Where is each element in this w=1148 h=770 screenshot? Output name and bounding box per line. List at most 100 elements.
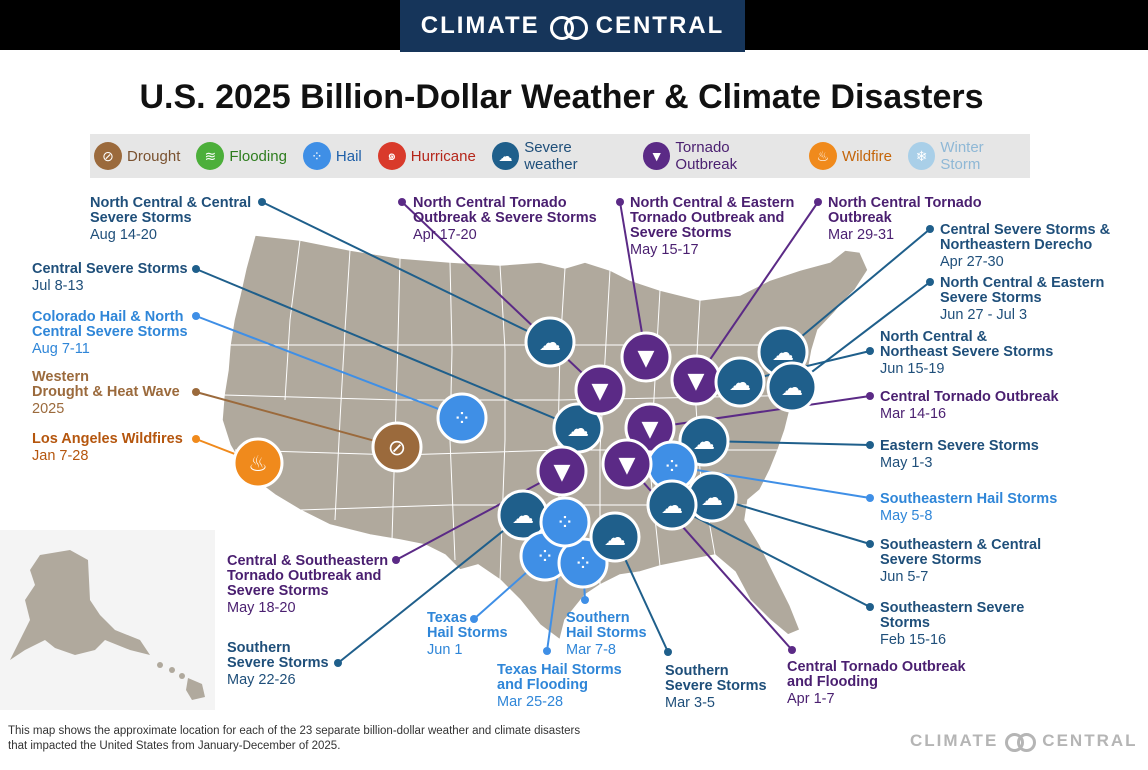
event-label: Central & Southeastern Tornado Outbreak a…: [227, 554, 388, 616]
leader-anchor-dot: [926, 278, 934, 286]
leader-line: [711, 496, 871, 545]
event-date: Jul 8-13: [32, 278, 84, 294]
leader-anchor-dot: [398, 198, 406, 206]
footer-line-2: that impacted the United States from Jan…: [8, 740, 341, 752]
svg-text:⁘: ⁘: [536, 545, 554, 570]
contiguous-us-shape: [221, 234, 869, 642]
brand-rings-icon: [546, 15, 590, 40]
legend-item-winter-storm: ❄ Winter Storm: [907, 139, 1026, 173]
event-date: May 18-20: [227, 600, 296, 616]
event-label: Southeastern & Central Severe Storms Jun 5…: [880, 538, 1041, 585]
event-title-line: Tornado Outbreak and: [630, 210, 785, 226]
leader-line: [195, 268, 579, 429]
event-title-line: Texas Hail Storms: [497, 662, 622, 678]
event-label: North Central Tornado Outbreak & Severe S…: [413, 196, 597, 243]
hurricane-icon: ๑: [377, 142, 406, 170]
leader-line: [195, 315, 463, 419]
event-title-line: Western: [32, 369, 89, 385]
leader-anchor-dot: [616, 198, 624, 206]
event-markers: ☁☁⁘⊘♨▼▼▼☁☁☁▼☁⁘☁☁▼☁⁘ ⁘⁘☁▼: [232, 316, 818, 589]
legend-item-hurricane: ๑ Hurricane: [377, 142, 476, 170]
leader-anchor-dot: [192, 265, 200, 273]
leader-anchor-dot: [334, 659, 342, 667]
event-title-line: Colorado Hail & North: [32, 309, 184, 325]
event-date: May 5-8: [880, 508, 933, 524]
svg-text:☁: ☁: [661, 494, 683, 519]
event-date: Jun 27 - Jul 3: [940, 307, 1028, 323]
footer-brand: CLIMATE CENTRAL: [910, 731, 1138, 752]
hail-icon: ⁘: [436, 392, 488, 444]
event-date: 2025: [32, 401, 65, 417]
hail-icon: ⁘: [302, 142, 331, 170]
svg-text:☁: ☁: [772, 341, 794, 366]
event-label: North Central & Northeast Severe Storms Ju…: [880, 330, 1053, 377]
leader-line: [619, 201, 647, 358]
event-title-line: Texas: [427, 610, 468, 626]
event-date: Mar 7-8: [566, 642, 616, 658]
legend-item-hail: ⁘ Hail: [302, 142, 362, 170]
tornado-icon: ▼: [601, 438, 653, 490]
tornado-icon: ▼: [643, 142, 671, 170]
leader-anchor-dot: [866, 392, 874, 400]
svg-text:☁: ☁: [729, 371, 751, 396]
legend-item-flooding: ≋ Flooding: [196, 142, 287, 170]
alaska-shape: [10, 550, 150, 660]
leader-anchor-dot: [581, 596, 589, 604]
svg-text:▼: ▼: [642, 417, 659, 442]
footer-brand-rings-icon: [1002, 732, 1038, 752]
severe-weather-icon: ☁: [497, 489, 549, 541]
leader-anchor-dot: [814, 198, 822, 206]
leader-anchor-dot: [543, 647, 551, 655]
event-label: North Central & Central Severe Storms Aug …: [90, 196, 251, 243]
event-date: Apr 1-7: [787, 691, 835, 707]
severe-weather-icon: ☁: [589, 511, 641, 563]
svg-text:☁: ☁: [604, 526, 626, 551]
legend-item-tornado: ▼ Tornado Outbreak: [643, 139, 793, 173]
drought-icon: ⊘: [371, 421, 423, 473]
severe-weather-icon: ☁: [646, 479, 698, 531]
tornado-icon: ▼: [620, 331, 672, 383]
svg-text:▼: ▼: [619, 453, 636, 478]
leader-line: [195, 391, 398, 448]
legend-label: Hurricane: [410, 147, 476, 165]
event-date: Aug 7-11: [32, 341, 90, 357]
svg-text:▼: ▼: [592, 379, 609, 404]
event-label: Texas Hail Storms and Flooding Mar 25-28: [497, 663, 622, 710]
event-label: Colorado Hail & North Central Severe Stor…: [32, 310, 188, 357]
severe-weather-icon: ☁: [552, 402, 604, 454]
event-title-line: Drought & Heat Wave: [32, 384, 180, 400]
leader-anchor-dot: [392, 556, 400, 564]
event-label: Southeastern Severe Storms Feb 15-16: [880, 601, 1024, 648]
legend-label: Hail: [335, 147, 362, 165]
leader-anchor-dot: [866, 347, 874, 355]
event-title-line: North Central Tornado: [828, 195, 982, 211]
event-title-line: Southern: [227, 640, 291, 656]
event-date: Jun 1: [427, 642, 463, 658]
event-title-line: Severe Storms: [665, 678, 767, 694]
event-title-line: North Central & Eastern: [630, 195, 795, 211]
event-date: Feb 15-16: [880, 632, 947, 648]
legend-item-drought: ⊘ Drought: [94, 142, 180, 170]
event-title-line: Severe Storms: [227, 583, 329, 599]
severe-weather-icon: ☁: [714, 356, 766, 408]
wildfire-icon: ♨: [232, 437, 284, 489]
event-title-line: Hail Storms: [427, 625, 508, 641]
event-title-line: Severe Storms: [227, 655, 329, 671]
hail-icon: ⁘: [539, 496, 591, 548]
leader-line: [337, 514, 524, 664]
event-date: May 22-26: [227, 672, 296, 688]
event-title-line: Storms: [880, 615, 930, 631]
event-title-line: Severe Storms: [630, 225, 732, 241]
event-label: Southern Severe Storms Mar 3-5: [665, 664, 767, 711]
event-label: Southern Hail Storms Mar 7-8: [566, 611, 647, 658]
event-date: Aug 14-20: [90, 227, 157, 243]
flooding-icon: ≋: [196, 142, 225, 170]
svg-text:⊘: ⊘: [388, 436, 406, 461]
legend-label: Flooding: [229, 147, 287, 165]
event-date: Jun 15-19: [880, 361, 945, 377]
event-title-line: Central Severe Storms: [32, 324, 188, 340]
event-date: May 1-3: [880, 455, 933, 471]
severe-weather-icon: ☁: [524, 316, 576, 368]
event-date: Mar 3-5: [665, 695, 715, 711]
svg-text:♨: ♨: [248, 452, 268, 477]
